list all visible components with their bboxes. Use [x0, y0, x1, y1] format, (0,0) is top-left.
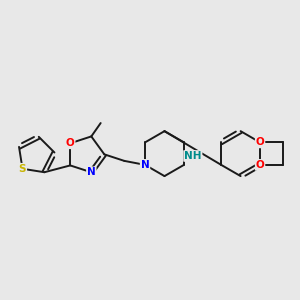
Text: O: O	[256, 160, 265, 170]
Text: N: N	[141, 160, 149, 170]
Text: N: N	[87, 167, 96, 177]
Text: S: S	[19, 164, 26, 174]
Text: O: O	[66, 138, 75, 148]
Text: NH: NH	[184, 151, 202, 161]
Text: O: O	[256, 137, 265, 147]
